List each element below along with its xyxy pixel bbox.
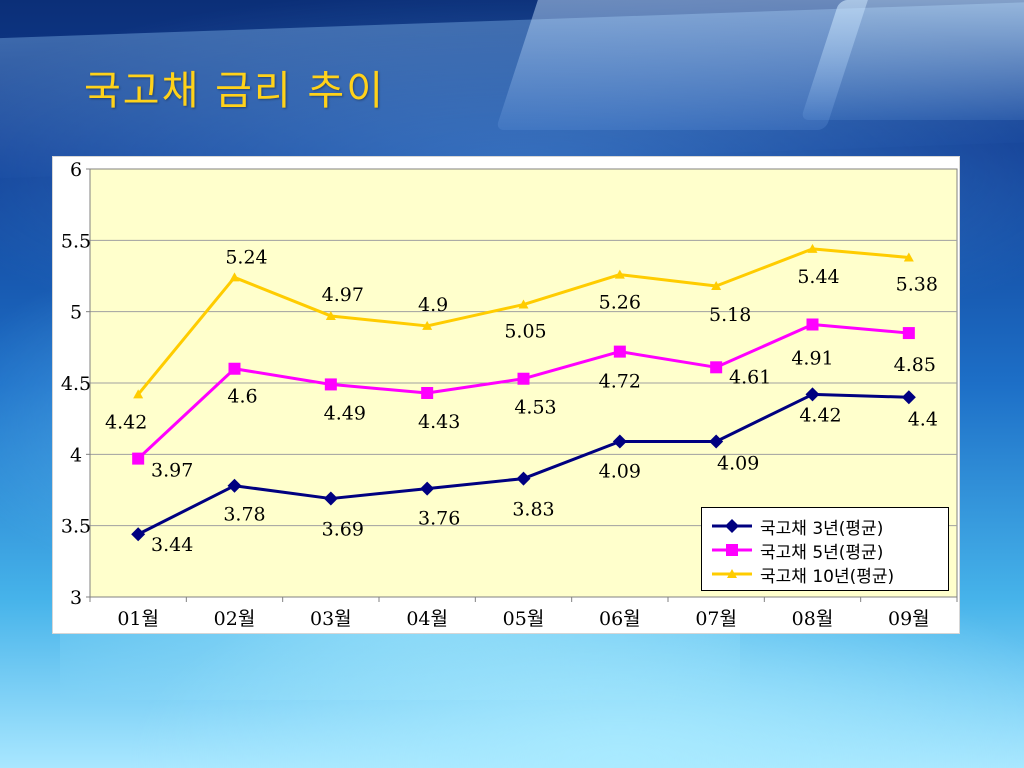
data-point-diamond xyxy=(227,478,242,493)
data-point-square xyxy=(710,361,723,374)
data-label: 5.44 xyxy=(797,266,839,288)
data-label: 4.4 xyxy=(908,408,938,430)
data-point-square xyxy=(421,386,434,399)
data-point-triangle xyxy=(614,269,625,279)
data-point-triangle xyxy=(229,272,240,282)
data-label: 3.76 xyxy=(418,508,460,530)
legend-swatch-3y xyxy=(712,519,752,533)
data-label: 5.24 xyxy=(225,246,267,268)
data-point-triangle xyxy=(325,310,336,320)
data-point-diamond xyxy=(323,491,338,506)
y-tick-label: 3 xyxy=(70,587,82,609)
legend-item-5y: 국고채 5년(평균) xyxy=(712,538,942,563)
data-label: 3.83 xyxy=(512,499,554,521)
legend-item-3y: 국고채 3년(평균) xyxy=(712,514,942,539)
data-point-triangle xyxy=(518,299,529,309)
data-point-triangle xyxy=(711,280,722,290)
chart-legend: 국고채 3년(평균) 국고채 5년(평균) 국고채 10년(평균) xyxy=(701,507,949,591)
legend-label-10y: 국고채 10년(평균) xyxy=(760,566,895,587)
data-point-triangle xyxy=(133,389,144,399)
data-label: 4.49 xyxy=(324,402,366,424)
y-tick-label: 5 xyxy=(70,302,82,324)
legend-marker xyxy=(725,519,739,533)
data-label: 4.85 xyxy=(894,354,936,376)
y-tick-label: 3.5 xyxy=(61,516,91,538)
legend-marker xyxy=(726,544,738,556)
x-tick-label: 05월 xyxy=(503,608,545,630)
x-tick-label: 09월 xyxy=(888,608,930,630)
y-tick-label: 6 xyxy=(70,159,82,181)
x-tick-label: 01월 xyxy=(117,608,159,630)
background-block xyxy=(800,0,1024,120)
data-label: 4.09 xyxy=(717,452,759,474)
data-label: 4.61 xyxy=(729,366,771,388)
data-point-triangle xyxy=(903,252,914,262)
data-label: 4.72 xyxy=(599,371,641,393)
legend-swatch-10y xyxy=(712,569,752,578)
data-label: 5.26 xyxy=(599,292,641,314)
data-point-square xyxy=(613,345,626,358)
data-label: 4.43 xyxy=(418,411,460,433)
x-tick-label: 03월 xyxy=(310,608,352,630)
data-label: 4.42 xyxy=(799,404,841,426)
data-point-diamond xyxy=(805,387,820,402)
x-tick-label: 07월 xyxy=(695,608,737,630)
data-point-diamond xyxy=(901,390,916,405)
chart-panel: 3 3.5 4 4.5 5 5.5 6 01월 02월 03월 04월 05월 06월 07월 08월 09월… xyxy=(52,156,960,634)
data-label: 5.38 xyxy=(896,273,938,295)
y-tick-label: 4 xyxy=(70,444,82,466)
page-title: 국고채 금리 추이 xyxy=(84,68,386,114)
legend-swatch-5y xyxy=(712,544,752,556)
data-point-diamond xyxy=(516,471,531,486)
legend-item-10y: 국고채 10년(평균) xyxy=(712,562,942,587)
data-point-diamond xyxy=(420,481,435,496)
data-label: 5.05 xyxy=(504,321,546,343)
legend-label-5y: 국고채 5년(평균) xyxy=(760,542,884,563)
data-point-square xyxy=(324,378,337,391)
data-label: 3.69 xyxy=(322,519,364,541)
x-tick-label: 02월 xyxy=(214,608,256,630)
y-tick-label: 5.5 xyxy=(61,230,91,252)
background-block xyxy=(495,0,875,130)
data-point-diamond xyxy=(131,527,146,542)
x-tick-label: 04월 xyxy=(406,608,448,630)
x-tick-label: 08월 xyxy=(792,608,834,630)
data-point-square xyxy=(806,318,819,331)
data-point-square xyxy=(132,452,145,465)
data-label: 4.91 xyxy=(791,348,833,370)
data-label: 4.53 xyxy=(514,397,556,419)
data-label: 3.44 xyxy=(151,534,193,556)
y-tick-label: 4.5 xyxy=(61,373,91,395)
data-label: 3.97 xyxy=(151,460,193,482)
data-point-diamond xyxy=(612,434,627,449)
data-label: 4.9 xyxy=(418,294,448,316)
data-label: 5.18 xyxy=(709,304,751,326)
data-point-square xyxy=(517,372,530,385)
legend-marker xyxy=(727,569,737,578)
data-point-square xyxy=(902,327,915,340)
data-label: 4.6 xyxy=(227,386,257,408)
legend-label-3y: 국고채 3년(평균) xyxy=(760,518,884,539)
data-point-diamond xyxy=(709,434,724,449)
data-point-square xyxy=(228,362,241,375)
data-label: 4.42 xyxy=(105,411,147,433)
x-tick-label: 06월 xyxy=(599,608,641,630)
data-point-triangle xyxy=(422,320,433,330)
data-label: 4.09 xyxy=(599,460,641,482)
line-chart: 3 3.5 4 4.5 5 5.5 6 01월 02월 03월 04월 05월 06월 07월 08월 09월… xyxy=(61,159,958,630)
data-label: 3.78 xyxy=(223,504,265,526)
data-label: 4.97 xyxy=(322,284,364,306)
data-point-triangle xyxy=(807,243,818,253)
